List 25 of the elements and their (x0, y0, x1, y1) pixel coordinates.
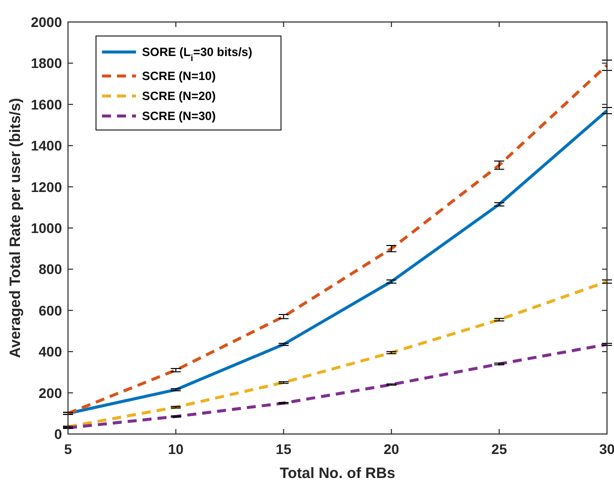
y-axis-title: Averaged Total Rate per user (bits/s) (7, 98, 24, 358)
y-tick-label: 800 (38, 261, 62, 278)
y-tick-label: 1000 (30, 220, 62, 236)
x-tick-label: 20 (384, 441, 400, 457)
y-tick-label: 0 (54, 426, 62, 442)
x-tick-label: 5 (64, 441, 72, 457)
y-tick-label: 400 (38, 344, 62, 360)
y-tick-label: 2000 (30, 14, 62, 30)
line-series (66, 280, 608, 428)
y-tick-label: 200 (38, 384, 62, 401)
legend-label: SCRE (N=20) (142, 89, 216, 103)
x-tick-label: 15 (276, 441, 292, 457)
line-series (66, 342, 608, 430)
legend-label: SCRE (N=10) (142, 69, 216, 83)
y-tick-label: 600 (38, 302, 62, 318)
legend-label: SORE (L$_{i}$=30 bits/s) (142, 45, 252, 63)
x-axis-title: Total No. of RBs (280, 465, 396, 482)
legend-label: SCRE (N=30) (142, 109, 216, 123)
y-tick-label: 1600 (30, 96, 62, 112)
x-tick-label: 10 (168, 441, 184, 457)
y-tick-label: 1800 (30, 55, 62, 72)
y-tick-label: 1400 (30, 138, 62, 154)
y-tick-label: 1200 (30, 178, 62, 195)
x-tick-label: 30 (599, 441, 614, 457)
x-tick-label: 25 (491, 441, 508, 457)
